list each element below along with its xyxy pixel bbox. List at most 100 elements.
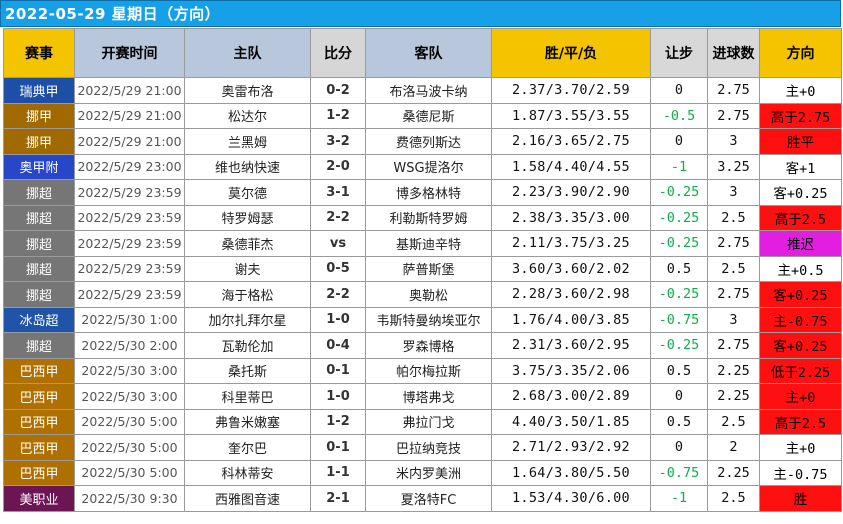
table-row[interactable]: 巴西甲 2022/5/30 5:00 奎尔巴 0-1 巴拉纳竞技 2.71/2.93/2.…	[4, 435, 842, 461]
away-team-cell: 罗森博格	[366, 333, 492, 359]
home-team-cell: 兰黑姆	[185, 129, 311, 155]
goals-cell: 3	[708, 129, 760, 155]
away-team-cell: 基斯迪辛特	[366, 231, 492, 257]
handicap-cell: -0.5	[651, 103, 708, 129]
header-time[interactable]: 开赛时间	[75, 29, 185, 78]
home-team-cell: 桑德菲杰	[185, 231, 311, 257]
table-row[interactable]: 巴西甲 2022/5/30 5:00 科林蒂安 1-1 米内罗美洲 1.64/3.80/5…	[4, 460, 842, 486]
league-cell: 挪超	[4, 231, 75, 257]
time-cell: 2022/5/29 23:00	[75, 154, 185, 180]
table-row[interactable]: 巴西甲 2022/5/30 3:00 科里蒂巴 1-0 博塔弗戈 2.68/3.00/2.…	[4, 384, 842, 410]
table-row[interactable]: 挪超 2022/5/29 23:59 海于格松 2-2 奥勒松 2.28/3.60/2.9…	[4, 282, 842, 308]
goals-cell: 2.25	[708, 384, 760, 410]
direction-cell: 高于2.5	[760, 409, 842, 435]
odds-cell: 1.53/4.30/6.00	[492, 486, 651, 512]
table-row[interactable]: 挪超 2022/5/29 23:59 桑德菲杰 vs 基斯迪辛特 2.11/3.75/3.…	[4, 231, 842, 257]
league-cell: 巴西甲	[4, 435, 75, 461]
home-team-cell: 松达尔	[185, 103, 311, 129]
home-team-cell: 海于格松	[185, 282, 311, 308]
direction-cell: 主+0	[760, 435, 842, 461]
table-row[interactable]: 挪超 2022/5/30 2:00 瓦勒伦加 0-4 罗森博格 2.31/3.60/2.9…	[4, 333, 842, 359]
handicap-cell: -1	[651, 486, 708, 512]
score-cell: vs	[311, 231, 366, 257]
time-cell: 2022/5/30 3:00	[75, 358, 185, 384]
away-team-cell: 米内罗美洲	[366, 460, 492, 486]
time-cell: 2022/5/30 3:00	[75, 384, 185, 410]
handicap-cell: -0.25	[651, 231, 708, 257]
time-cell: 2022/5/30 1:00	[75, 307, 185, 333]
header-away-team[interactable]: 客队	[366, 29, 492, 78]
table-row[interactable]: 美职业 2022/5/30 9:30 西雅图音速 2-1 夏洛特FC 1.53/4.30/…	[4, 486, 842, 512]
handicap-cell: 0	[651, 384, 708, 410]
away-team-cell: 博塔弗戈	[366, 384, 492, 410]
league-cell: 挪甲	[4, 103, 75, 129]
away-team-cell: 奥勒松	[366, 282, 492, 308]
table-row[interactable]: 挪超 2022/5/29 23:59 莫尔德 3-1 博多格林特 2.23/3.90/2.…	[4, 180, 842, 206]
away-team-cell: 萨普斯堡	[366, 256, 492, 282]
match-table: 赛事 开赛时间 主队 比分 客队 胜/平/负 让步 进球数 方向 瑞典甲 2022…	[3, 28, 842, 512]
score-cell: 2-2	[311, 205, 366, 231]
goals-cell: 2.75	[708, 333, 760, 359]
handicap-cell: 0.5	[651, 256, 708, 282]
table-row[interactable]: 冰岛超 2022/5/30 1:00 加尔扎拜尔星 1-0 韦斯特曼纳埃亚尔 1.76/4…	[4, 307, 842, 333]
goals-cell: 2.5	[708, 409, 760, 435]
handicap-cell: 0.5	[651, 409, 708, 435]
score-cell: 2-0	[311, 154, 366, 180]
header-score[interactable]: 比分	[311, 29, 366, 78]
home-team-cell: 加尔扎拜尔星	[185, 307, 311, 333]
table-row[interactable]: 挪甲 2022/5/29 21:00 兰黑姆 3-2 费德列斯达 2.16/3.65/2.…	[4, 129, 842, 155]
score-cell: 1-0	[311, 307, 366, 333]
score-cell: 0-4	[311, 333, 366, 359]
score-cell: 1-0	[311, 384, 366, 410]
table-row[interactable]: 挪超 2022/5/29 23:59 谢夫 0-5 萨普斯堡 3.60/3.60/2.02…	[4, 256, 842, 282]
header-league[interactable]: 赛事	[4, 29, 75, 78]
header-home-team[interactable]: 主队	[185, 29, 311, 78]
goals-cell: 3	[708, 180, 760, 206]
away-team-cell: 巴拉纳竞技	[366, 435, 492, 461]
handicap-cell: -0.25	[651, 205, 708, 231]
home-team-cell: 莫尔德	[185, 180, 311, 206]
away-team-cell: 费德列斯达	[366, 129, 492, 155]
table-row[interactable]: 挪超 2022/5/29 23:59 特罗姆瑟 2-2 利勒斯特罗姆 2.38/3.35/…	[4, 205, 842, 231]
odds-cell: 3.60/3.60/2.02	[492, 256, 651, 282]
header-direction[interactable]: 方向	[760, 29, 842, 78]
home-team-cell: 奎尔巴	[185, 435, 311, 461]
time-cell: 2022/5/29 23:59	[75, 180, 185, 206]
away-team-cell: 布洛马波卡纳	[366, 78, 492, 104]
time-cell: 2022/5/29 23:59	[75, 282, 185, 308]
direction-cell: 客+0.25	[760, 282, 842, 308]
direction-cell: 胜平	[760, 129, 842, 155]
odds-cell: 2.23/3.90/2.90	[492, 180, 651, 206]
header-odds[interactable]: 胜/平/负	[492, 29, 651, 78]
table-row[interactable]: 巴西甲 2022/5/30 3:00 桑托斯 0-1 帕尔梅拉斯 3.75/3.35/2.…	[4, 358, 842, 384]
table-row[interactable]: 巴西甲 2022/5/30 5:00 弗鲁米嫩塞 1-2 弗拉门戈 4.40/3.50/1…	[4, 409, 842, 435]
header-handicap[interactable]: 让步	[651, 29, 708, 78]
home-team-cell: 桑托斯	[185, 358, 311, 384]
direction-cell: 客+0.25	[760, 180, 842, 206]
score-cell: 0-1	[311, 358, 366, 384]
away-team-cell: 博多格林特	[366, 180, 492, 206]
score-cell: 0-5	[311, 256, 366, 282]
odds-cell: 2.31/3.60/2.95	[492, 333, 651, 359]
header-row: 赛事 开赛时间 主队 比分 客队 胜/平/负 让步 进球数 方向	[4, 29, 842, 78]
odds-cell: 1.64/3.80/5.50	[492, 460, 651, 486]
odds-cell: 2.37/3.70/2.59	[492, 78, 651, 104]
table-row[interactable]: 瑞典甲 2022/5/29 21:00 奥雷布洛 0-2 布洛马波卡纳 2.37/3.70…	[4, 78, 842, 104]
goals-cell: 2.75	[708, 78, 760, 104]
time-cell: 2022/5/29 23:59	[75, 256, 185, 282]
table-row[interactable]: 挪甲 2022/5/29 21:00 松达尔 1-2 桑德尼斯 1.87/3.55/3.5…	[4, 103, 842, 129]
away-team-cell: 弗拉门戈	[366, 409, 492, 435]
time-cell: 2022/5/30 9:30	[75, 486, 185, 512]
score-cell: 3-2	[311, 129, 366, 155]
odds-cell: 3.75/3.35/2.06	[492, 358, 651, 384]
away-team-cell: 帕尔梅拉斯	[366, 358, 492, 384]
league-cell: 挪超	[4, 333, 75, 359]
score-cell: 1-1	[311, 460, 366, 486]
handicap-cell: -0.25	[651, 333, 708, 359]
header-goals[interactable]: 进球数	[708, 29, 760, 78]
table-row[interactable]: 奥甲附 2022/5/29 23:00 维也纳快速 2-0 WSG提洛尔 1.58/4.4…	[4, 154, 842, 180]
league-cell: 挪超	[4, 282, 75, 308]
away-team-cell: WSG提洛尔	[366, 154, 492, 180]
score-cell: 0-2	[311, 78, 366, 104]
